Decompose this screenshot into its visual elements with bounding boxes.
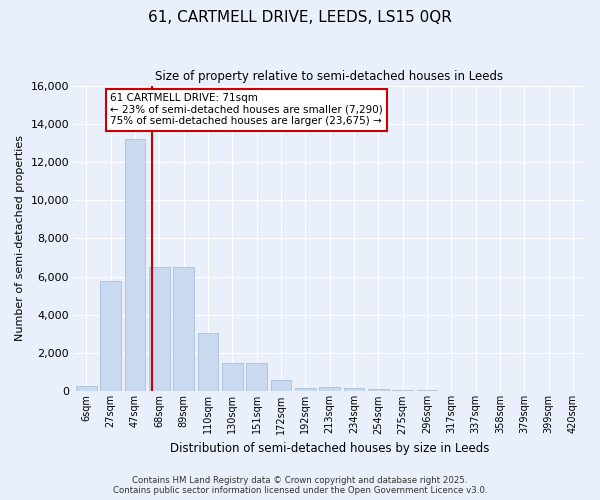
Text: 61 CARTMELL DRIVE: 71sqm
← 23% of semi-detached houses are smaller (7,290)
75% o: 61 CARTMELL DRIVE: 71sqm ← 23% of semi-d… bbox=[110, 93, 383, 126]
Bar bbox=[197, 333, 218, 392]
Title: Size of property relative to semi-detached houses in Leeds: Size of property relative to semi-detach… bbox=[155, 70, 503, 83]
Bar bbox=[222, 362, 242, 392]
Text: 61, CARTMELL DRIVE, LEEDS, LS15 0QR: 61, CARTMELL DRIVE, LEEDS, LS15 0QR bbox=[148, 10, 452, 25]
Bar bbox=[76, 386, 97, 392]
Text: Contains HM Land Registry data © Crown copyright and database right 2025.
Contai: Contains HM Land Registry data © Crown c… bbox=[113, 476, 487, 495]
Bar bbox=[344, 388, 364, 392]
X-axis label: Distribution of semi-detached houses by size in Leeds: Distribution of semi-detached houses by … bbox=[170, 442, 489, 455]
Bar bbox=[173, 267, 194, 392]
Bar bbox=[392, 390, 413, 392]
Bar bbox=[295, 388, 316, 392]
Bar bbox=[416, 390, 437, 392]
Bar bbox=[100, 280, 121, 392]
Bar bbox=[319, 386, 340, 392]
Bar bbox=[125, 139, 145, 392]
Bar bbox=[149, 267, 170, 392]
Bar bbox=[368, 390, 389, 392]
Bar bbox=[246, 362, 267, 392]
Bar bbox=[271, 380, 291, 392]
Y-axis label: Number of semi-detached properties: Number of semi-detached properties bbox=[15, 136, 25, 342]
